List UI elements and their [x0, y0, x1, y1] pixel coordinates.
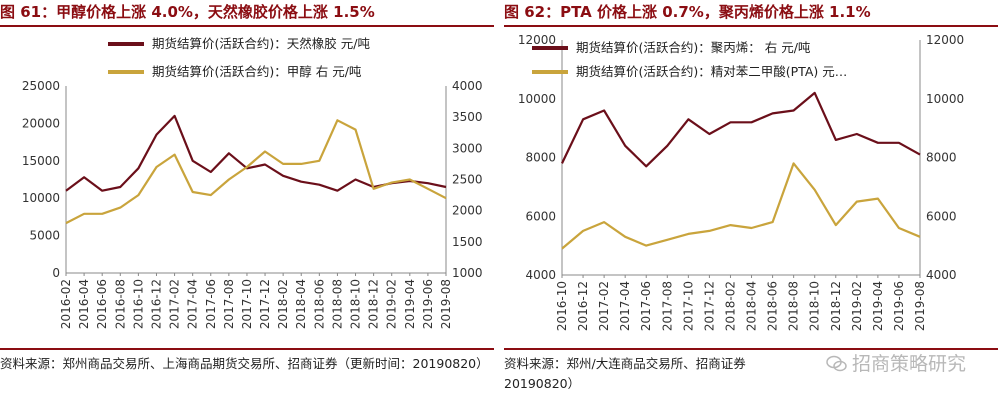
legend-label-0: 期货结算价(活跃合约)：聚丙烯： 右 元/吨 [576, 40, 811, 55]
x-tick-label: 2019-02 [850, 281, 864, 331]
x-tick-label: 2019-04 [871, 281, 885, 331]
y-left-tick-label: 10000 [518, 92, 556, 106]
title-rule [504, 25, 998, 27]
source-rule [0, 348, 494, 350]
title-rule [0, 25, 494, 27]
chart-title: 图 62：PTA 价格上涨 0.7%，聚丙烯价格上涨 1.1% [504, 3, 871, 21]
x-tick-label: 2017-02 [168, 279, 182, 329]
y-left-tick-label: 6000 [525, 209, 556, 223]
x-tick-label: 2019-06 [892, 281, 906, 331]
y-right-tick-label: 2500 [452, 173, 483, 187]
x-tick-label: 2017-12 [258, 279, 272, 329]
series-line-0 [561, 91, 921, 168]
x-tick-label: 2017-02 [597, 281, 611, 331]
y-left-tick-label: 10000 [22, 191, 60, 205]
x-tick-label: 2018-02 [276, 279, 290, 329]
source-line-2: 20190820） [504, 376, 581, 391]
source-note: 资料来源：郑州商品交易所、上海商品期货交易所、招商证券（更新时间：2019082… [0, 356, 489, 371]
x-tick-label: 2018-08 [787, 281, 801, 331]
x-tick-label: 2018-12 [367, 279, 381, 329]
x-tick-label: 2018-10 [349, 279, 363, 329]
y-right-tick-label: 6000 [926, 209, 957, 223]
y-left-tick-label: 20000 [22, 116, 60, 130]
line-chart: 0 5000 10000 15000 20000 25000 1000 1500 2000 250… [22, 36, 483, 329]
y-right-tick-label: 3500 [452, 110, 483, 124]
watermark-text: 招商策略研究 [851, 353, 966, 375]
legend-label-1: 期货结算价(活跃合约)：精对苯二甲酸(PTA) 元… [576, 64, 847, 79]
legend-label-1: 期货结算价(活跃合约)：甲醇 右 元/吨 [152, 64, 362, 79]
series-line-1 [65, 119, 447, 225]
x-tick-label: 2017-06 [204, 279, 218, 329]
x-tick-label: 2018-06 [312, 279, 326, 329]
y-right-tick-label: 12000 [926, 33, 964, 47]
x-tick-label: 2017-10 [240, 279, 254, 329]
y-left-tick-label: 12000 [518, 33, 556, 47]
y-left-tick-label: 5000 [29, 229, 60, 243]
series-line-1 [561, 162, 921, 250]
chart-panel-left: 图 61：甲醇价格上涨 4.0%，天然橡胶价格上涨 1.5% 0 5000 1000… [0, 0, 494, 404]
x-tick-label: 2018-10 [808, 281, 822, 331]
x-tick-label: 2016-04 [77, 279, 91, 329]
source-line-1: 资料来源：郑州/大连商品交易所、招商证券 [504, 356, 746, 371]
x-tick-label: 2019-08 [913, 281, 927, 331]
x-tick-label: 2017-12 [702, 281, 716, 331]
y-right-tick-label: 8000 [926, 151, 957, 165]
chart-panel-right: 图 62：PTA 价格上涨 0.7%，聚丙烯价格上涨 1.1% 4000 6000… [504, 0, 998, 404]
y-left-tick-label: 15000 [22, 154, 60, 168]
wechat-icon [826, 355, 847, 372]
x-tick-label: 2018-02 [723, 281, 737, 331]
y-left-tick-label: 0 [52, 266, 60, 280]
y-left-tick-label: 8000 [525, 151, 556, 165]
x-tick-label: 2017-08 [222, 279, 236, 329]
x-tick-label: 2018-08 [330, 279, 344, 329]
y-right-tick-label: 4000 [452, 79, 483, 93]
x-tick-label: 2019-02 [385, 279, 399, 329]
x-tick-label: 2017-04 [186, 279, 200, 329]
x-tick-label: 2019-08 [439, 279, 453, 329]
x-tick-label: 2016-12 [576, 281, 590, 331]
y-right-tick-label: 10000 [926, 92, 964, 106]
x-tick-label: 2017-06 [639, 281, 653, 331]
source-note: 资料来源：郑州/大连商品交易所、招商证券 20190820） [504, 354, 814, 394]
line-chart: 4000 6000 8000 10000 12000 4000 6000 8000 10000 1… [518, 33, 964, 331]
y-right-tick-label: 1500 [452, 235, 483, 249]
x-tick-label: 2016-06 [95, 279, 109, 329]
chart-title: 图 61：甲醇价格上涨 4.0%，天然橡胶价格上涨 1.5% [0, 3, 375, 21]
x-tick-label: 2016-10 [555, 281, 569, 331]
y-left-tick-label: 4000 [525, 268, 556, 282]
x-tick-label: 2019-06 [421, 279, 435, 329]
series-line-0 [65, 114, 447, 192]
y-left-tick-label: 25000 [22, 79, 60, 93]
x-tick-label: 2016-02 [59, 279, 73, 329]
x-tick-label: 2018-12 [829, 281, 843, 331]
watermark: 招商策略研究 [826, 352, 966, 376]
y-right-tick-label: 1000 [452, 266, 483, 280]
x-tick-label: 2016-08 [113, 279, 127, 329]
y-right-tick-label: 4000 [926, 268, 957, 282]
x-tick-label: 2018-06 [766, 281, 780, 331]
y-right-tick-label: 3000 [452, 141, 483, 155]
x-tick-label: 2017-10 [681, 281, 695, 331]
x-tick-label: 2019-04 [403, 279, 417, 329]
x-tick-label: 2016-10 [131, 279, 145, 329]
y-right-tick-label: 2000 [452, 204, 483, 218]
legend-label-0: 期货结算价(活跃合约)：天然橡胶 元/吨 [152, 36, 370, 51]
source-rule [504, 348, 998, 350]
x-tick-label: 2017-04 [618, 281, 632, 331]
x-tick-label: 2017-08 [660, 281, 674, 331]
x-tick-label: 2018-04 [294, 279, 308, 329]
x-tick-label: 2018-04 [745, 281, 759, 331]
x-tick-label: 2016-12 [149, 279, 163, 329]
